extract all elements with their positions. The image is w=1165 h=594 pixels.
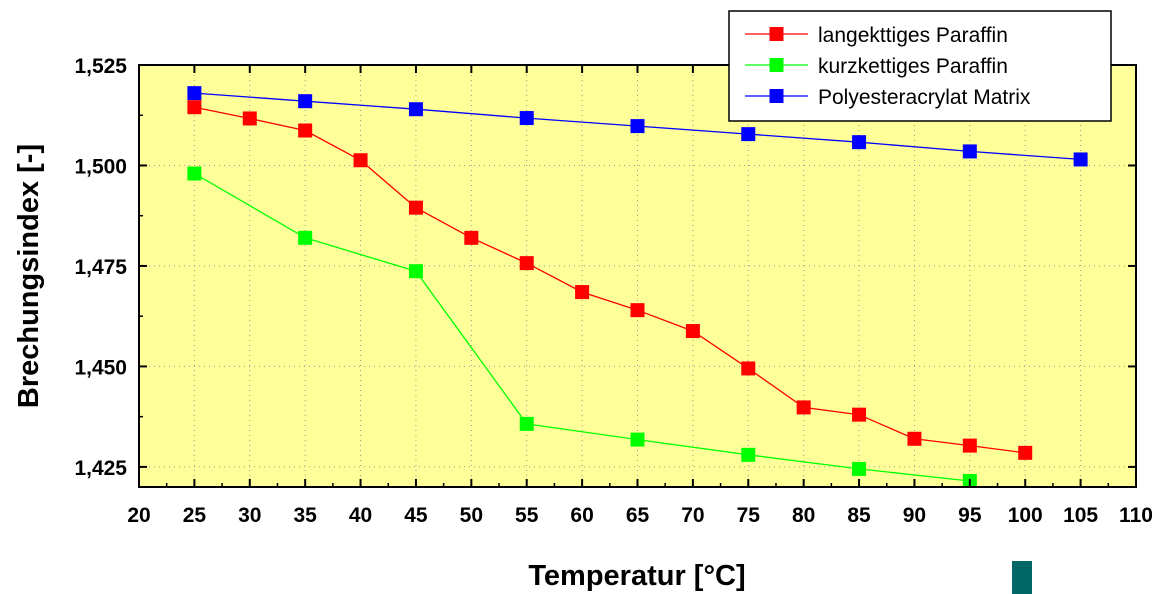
data-point [187, 86, 202, 101]
x-axis-ticks: 20 25 30 35 40 45 50 55 60 65 70 75 80 85 90 95 100 105 11… [127, 65, 1153, 527]
legend-label: kurzkettiges Paraffin [818, 55, 1008, 78]
data-point [519, 256, 534, 271]
series-line [194, 172, 970, 482]
y-tick-label: 1,425 [74, 457, 127, 480]
data-point [408, 264, 423, 279]
data-point [519, 111, 534, 126]
x-axis-title: Temperatur [°C] [528, 560, 745, 592]
legend-label: langekttiges Paraffin [818, 24, 1008, 47]
y-tick-label: 1,500 [74, 155, 127, 178]
x-tick-label: 45 [404, 504, 428, 527]
x-tick-label: 75 [737, 504, 761, 527]
data-point [962, 438, 977, 453]
data-point [242, 111, 257, 126]
x-tick-label: 35 [293, 504, 317, 527]
data-point [519, 416, 534, 431]
data-point [298, 94, 313, 109]
data-point [685, 324, 700, 339]
legend-label: Polyesteracrylat Matrix [818, 86, 1031, 109]
data-point [907, 431, 922, 446]
x-tick-label: 25 [183, 504, 207, 527]
y-tick-label: 1,475 [74, 256, 127, 279]
data-point [852, 135, 867, 150]
x-tick-label: 60 [570, 504, 593, 527]
data-point [575, 285, 590, 300]
data-point [1018, 445, 1033, 460]
series-group [187, 86, 1088, 488]
data-point [962, 144, 977, 159]
data-point [187, 100, 202, 115]
y-tick-label: 1,525 [74, 55, 127, 78]
data-point [852, 407, 867, 422]
data-point [298, 123, 313, 138]
data-point [741, 127, 756, 142]
data-point [741, 361, 756, 376]
data-point [1073, 152, 1088, 167]
x-tick-label: 40 [349, 504, 372, 527]
legend-swatch-marker [769, 27, 784, 41]
x-tick-label: 55 [515, 504, 539, 527]
legend-box [728, 10, 1112, 122]
data-point [298, 230, 313, 245]
x-tick-label: 85 [847, 504, 871, 527]
x-tick-label: 100 [1008, 504, 1043, 527]
x-tick-label: 80 [792, 504, 815, 527]
y-axis-title: Brechungsindex [-] [13, 144, 45, 408]
x-tick-label: 90 [903, 504, 926, 527]
legend: langekttiges Paraffin kurzkettiges Paraff… [728, 10, 1112, 122]
x-tick-label: 20 [127, 504, 150, 527]
data-point [408, 200, 423, 215]
legend-swatch-marker [769, 89, 784, 103]
x-tick-label: 110 [1119, 504, 1153, 527]
corner-marker [1012, 561, 1032, 594]
data-point [187, 166, 202, 181]
x-tick-label: 65 [626, 504, 650, 527]
data-point [630, 432, 645, 447]
data-point [630, 303, 645, 318]
data-point [741, 447, 756, 462]
series-line [194, 106, 1026, 454]
x-tick-label: 70 [681, 504, 704, 527]
data-point [464, 230, 479, 245]
data-point [852, 461, 867, 476]
data-point [796, 400, 811, 415]
y-axis-ticks: 1,425 1,450 1,475 1,500 1,525 [74, 55, 1136, 480]
x-tick-label: 30 [238, 504, 261, 527]
data-point [408, 102, 423, 117]
data-point [353, 153, 368, 168]
x-tick-label: 95 [958, 504, 982, 527]
x-tick-label: 50 [460, 504, 483, 527]
x-tick-label: 105 [1063, 504, 1098, 527]
y-tick-label: 1,450 [74, 356, 127, 379]
data-point [630, 119, 645, 134]
legend-swatch-marker [769, 58, 784, 72]
